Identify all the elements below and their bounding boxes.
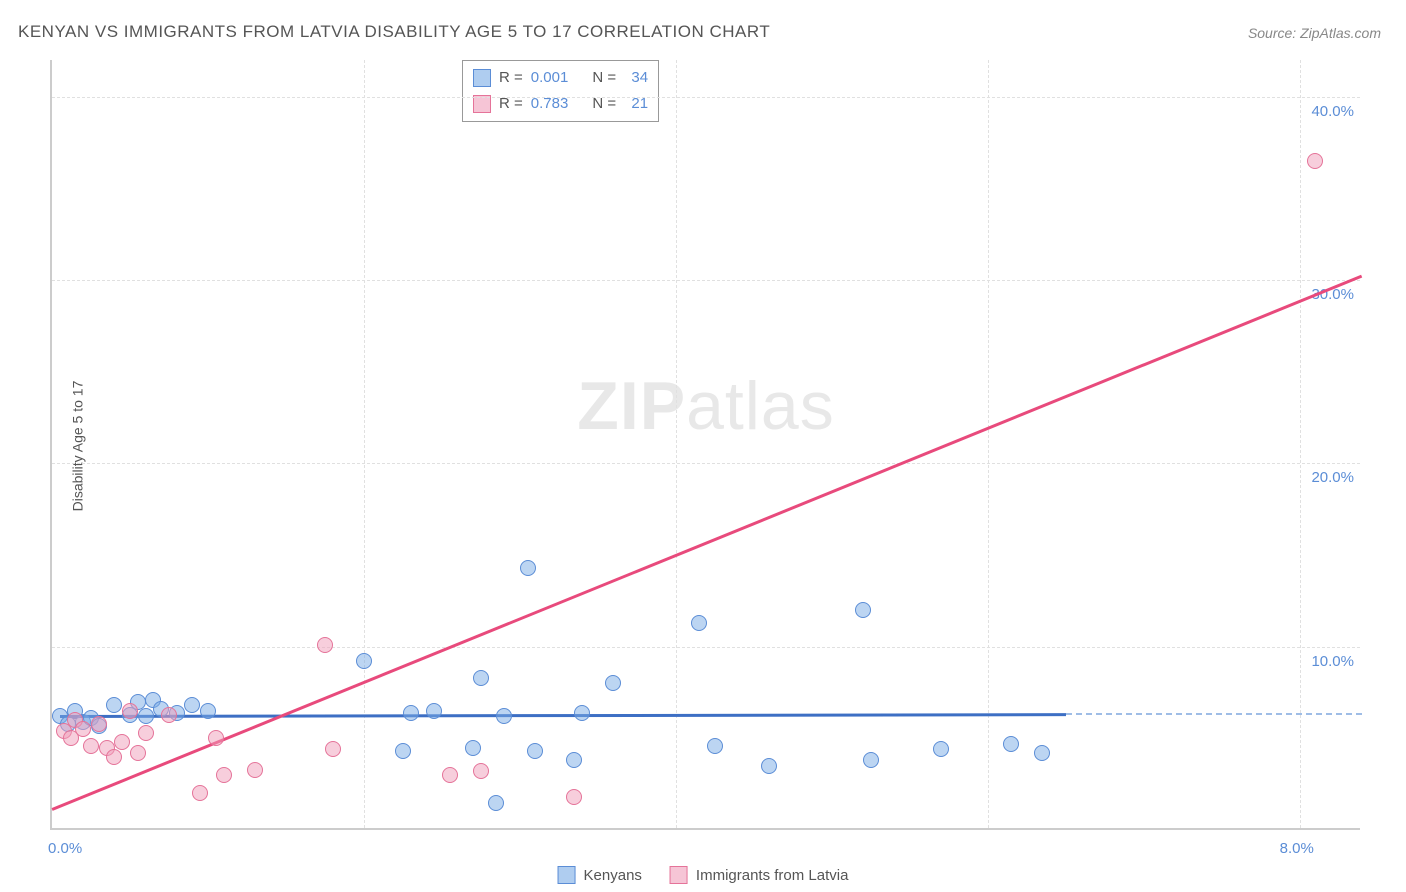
data-point <box>574 705 590 721</box>
gridline-vertical <box>364 60 365 828</box>
legend-swatch <box>473 69 491 87</box>
y-tick-label: 20.0% <box>1311 469 1354 486</box>
stats-legend-box: R = 0.001 N = 34 R = 0.783 N = 21 <box>462 60 659 122</box>
gridline-vertical <box>676 60 677 828</box>
stats-row: R = 0.001 N = 34 <box>473 65 648 91</box>
data-point <box>216 767 232 783</box>
data-point <box>208 730 224 746</box>
data-point <box>1307 153 1323 169</box>
data-point <box>122 703 138 719</box>
data-point <box>605 675 621 691</box>
data-point <box>863 752 879 768</box>
plot-area: ZIPatlas R = 0.001 N = 34 R = 0.783 N = 21 10.0… <box>50 60 1360 830</box>
legend-swatch <box>473 95 491 113</box>
trend-line <box>1066 713 1362 715</box>
data-point <box>473 670 489 686</box>
data-point <box>426 703 442 719</box>
data-point <box>317 637 333 653</box>
data-point <box>356 653 372 669</box>
legend-swatch <box>670 866 688 884</box>
stat-r-value: 0.001 <box>531 65 569 91</box>
data-point <box>933 741 949 757</box>
data-point <box>200 703 216 719</box>
data-point <box>247 762 263 778</box>
y-tick-label: 10.0% <box>1311 653 1354 670</box>
data-point <box>707 738 723 754</box>
trend-line <box>52 275 1363 811</box>
stats-row: R = 0.783 N = 21 <box>473 91 648 117</box>
stat-n-label: N = <box>592 91 616 117</box>
legend-swatch <box>558 866 576 884</box>
x-tick-label: 0.0% <box>48 840 82 857</box>
data-point <box>566 752 582 768</box>
bottom-legend: Kenyans Immigrants from Latvia <box>558 866 849 884</box>
data-point <box>403 705 419 721</box>
data-point <box>473 763 489 779</box>
gridline-horizontal <box>52 280 1360 281</box>
legend-item: Kenyans <box>558 866 642 884</box>
watermark: ZIPatlas <box>577 367 834 445</box>
data-point <box>138 708 154 724</box>
data-point <box>442 767 458 783</box>
data-point <box>496 708 512 724</box>
gridline-horizontal <box>52 647 1360 648</box>
data-point <box>161 707 177 723</box>
gridline-horizontal <box>52 97 1360 98</box>
data-point <box>395 743 411 759</box>
data-point <box>465 740 481 756</box>
stat-n-value: 21 <box>624 91 648 117</box>
data-point <box>106 697 122 713</box>
stat-n-value: 34 <box>624 65 648 91</box>
data-point <box>192 785 208 801</box>
data-point <box>527 743 543 759</box>
data-point <box>566 789 582 805</box>
data-point <box>138 725 154 741</box>
gridline-horizontal <box>52 463 1360 464</box>
legend-label: Kenyans <box>584 867 642 884</box>
legend-item: Immigrants from Latvia <box>670 866 849 884</box>
data-point <box>130 745 146 761</box>
data-point <box>855 602 871 618</box>
data-point <box>1034 745 1050 761</box>
data-point <box>91 716 107 732</box>
data-point <box>691 615 707 631</box>
stat-n-label: N = <box>592 65 616 91</box>
data-point <box>184 697 200 713</box>
x-tick-label: 8.0% <box>1280 840 1314 857</box>
chart-container: KENYAN VS IMMIGRANTS FROM LATVIA DISABIL… <box>0 0 1406 892</box>
stat-r-label: R = <box>499 91 523 117</box>
data-point <box>1003 736 1019 752</box>
data-point <box>83 738 99 754</box>
data-point <box>75 721 91 737</box>
chart-title: KENYAN VS IMMIGRANTS FROM LATVIA DISABIL… <box>18 22 770 42</box>
data-point <box>114 734 130 750</box>
legend-label: Immigrants from Latvia <box>696 867 849 884</box>
data-point <box>520 560 536 576</box>
data-point <box>488 795 504 811</box>
stat-r-label: R = <box>499 65 523 91</box>
source-attribution: Source: ZipAtlas.com <box>1248 25 1381 41</box>
y-tick-label: 40.0% <box>1311 103 1354 120</box>
data-point <box>761 758 777 774</box>
data-point <box>106 749 122 765</box>
data-point <box>325 741 341 757</box>
stat-r-value: 0.783 <box>531 91 569 117</box>
